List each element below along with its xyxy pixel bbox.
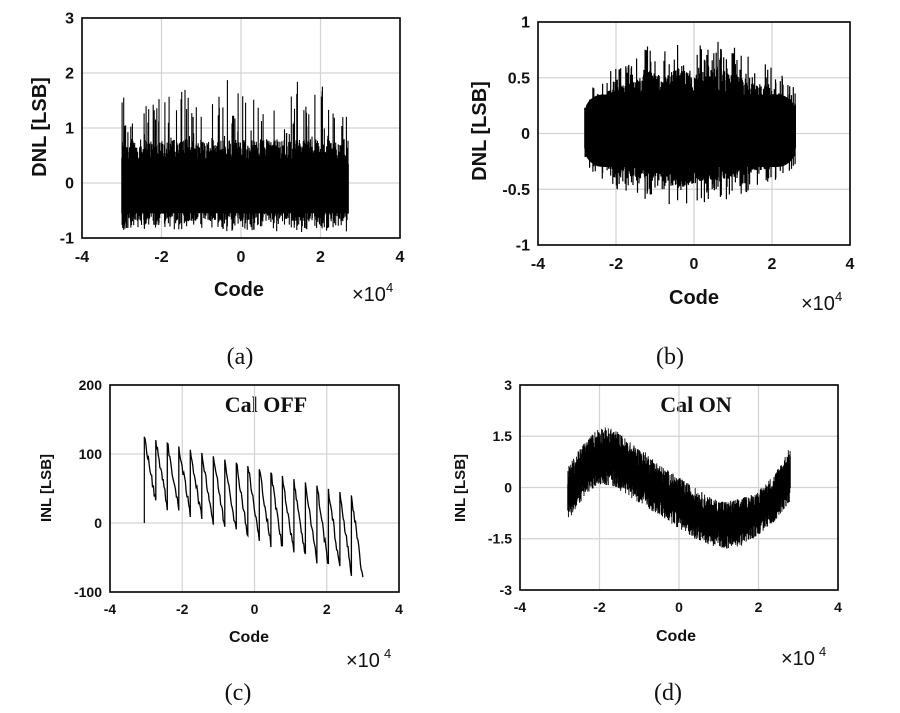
x-multiplier-c: ×10 4 (346, 646, 391, 672)
y-tick-label: -1.5 (488, 531, 512, 547)
y-tick-label: 2 (65, 66, 74, 83)
y-tick-label: 100 (79, 446, 103, 462)
y-tick-label: -1 (60, 231, 74, 248)
x-tick-label: 2 (768, 256, 777, 273)
dnl-dense-core (121, 158, 349, 214)
plot-frame (81, 17, 401, 239)
y-tick-label: 1 (521, 15, 530, 32)
x-axis-label-b: Code (669, 287, 719, 309)
x-tick-label: -4 (514, 599, 527, 615)
y-axis-label-c: INL [LSB] (38, 454, 55, 522)
dnl-dense-core (584, 94, 796, 167)
x-tick-label: 0 (675, 599, 683, 615)
y-axis-label-a: DNL [LSB] (29, 77, 51, 177)
y-tick-label: 3 (504, 377, 512, 393)
x-tick-label: -2 (593, 599, 606, 615)
y-tick-label: 0 (504, 479, 512, 495)
inl-trace (567, 427, 791, 549)
y-tick-label: 0 (94, 515, 102, 531)
panel-label-a: (a) (227, 344, 254, 370)
chart-title-c: Cal OFF (225, 392, 308, 417)
x-multiplier-a: ×104 (352, 280, 393, 306)
y-tick-label: 1 (65, 121, 74, 138)
y-tick-label: 0.5 (508, 70, 530, 87)
x-tick-label: 0 (690, 256, 699, 273)
y-axis-label-d: INL [LSB] (452, 454, 469, 522)
chart-title-d: Cal ON (660, 392, 732, 417)
panel-c: INL [LSB] Code ×10 4 Cal OFF (c) -4 -2 0 2 4 -… (38, 377, 403, 706)
panel-a: DNL [LSB] Code ×104 (a) -4 -2 0 2 4 -1 0 1 2 3 (29, 11, 405, 370)
panel-label-c: (c) (225, 680, 252, 706)
y-tick-label: 200 (79, 377, 103, 393)
x-tick-label: -4 (531, 256, 545, 273)
panel-label-d: (d) (654, 680, 682, 706)
data-series (143, 436, 364, 578)
x-tick-label: -2 (609, 256, 623, 273)
x-tick-label: 2 (755, 599, 763, 615)
x-multiplier-b: ×104 (801, 289, 842, 315)
y-axis-label-b: DNL [LSB] (469, 81, 491, 181)
x-tick-label: -2 (154, 249, 168, 266)
y-tick-label: -0.5 (502, 182, 530, 199)
panel-label-b: (b) (656, 344, 684, 370)
x-axis-label-a: Code (214, 279, 264, 301)
panel-b: DNL [LSB] Code ×104 (b) -4 -2 0 2 4 -1 -0.5 0 0.… (469, 15, 855, 370)
plot-frame (109, 384, 400, 593)
x-tick-label: 0 (251, 601, 259, 617)
x-tick-label: 4 (846, 256, 855, 273)
y-tick-label: -1 (516, 238, 530, 255)
y-tick-label: 1.5 (493, 428, 513, 444)
y-tick-label: 0 (521, 126, 530, 143)
x-multiplier-d: ×10 4 (781, 644, 826, 670)
x-tick-label: 2 (316, 249, 325, 266)
y-tick-label: -3 (500, 582, 513, 598)
x-tick-label: -4 (75, 249, 89, 266)
x-tick-label: 4 (834, 599, 842, 615)
plot-frame (537, 21, 851, 246)
y-tick-label: 0 (65, 176, 74, 193)
x-tick-label: -4 (104, 601, 117, 617)
plot-frame (519, 384, 839, 591)
x-axis-label-d: Code (656, 628, 696, 645)
x-tick-label: 0 (237, 249, 246, 266)
x-tick-label: 4 (395, 601, 403, 617)
y-tick-label: 3 (65, 11, 74, 28)
data-series (567, 427, 791, 549)
data-series (584, 41, 796, 205)
inl-trace (143, 436, 364, 578)
panel-d: INL [LSB] Code ×10 4 Cal ON (d) -4 -2 0 2 4 -3… (452, 377, 842, 706)
x-tick-label: -2 (176, 601, 189, 617)
x-tick-label: 2 (323, 601, 331, 617)
x-axis-label-c: Code (229, 629, 269, 646)
x-tick-label: 4 (396, 249, 405, 266)
data-series (121, 80, 349, 232)
y-tick-label: -100 (74, 584, 102, 600)
